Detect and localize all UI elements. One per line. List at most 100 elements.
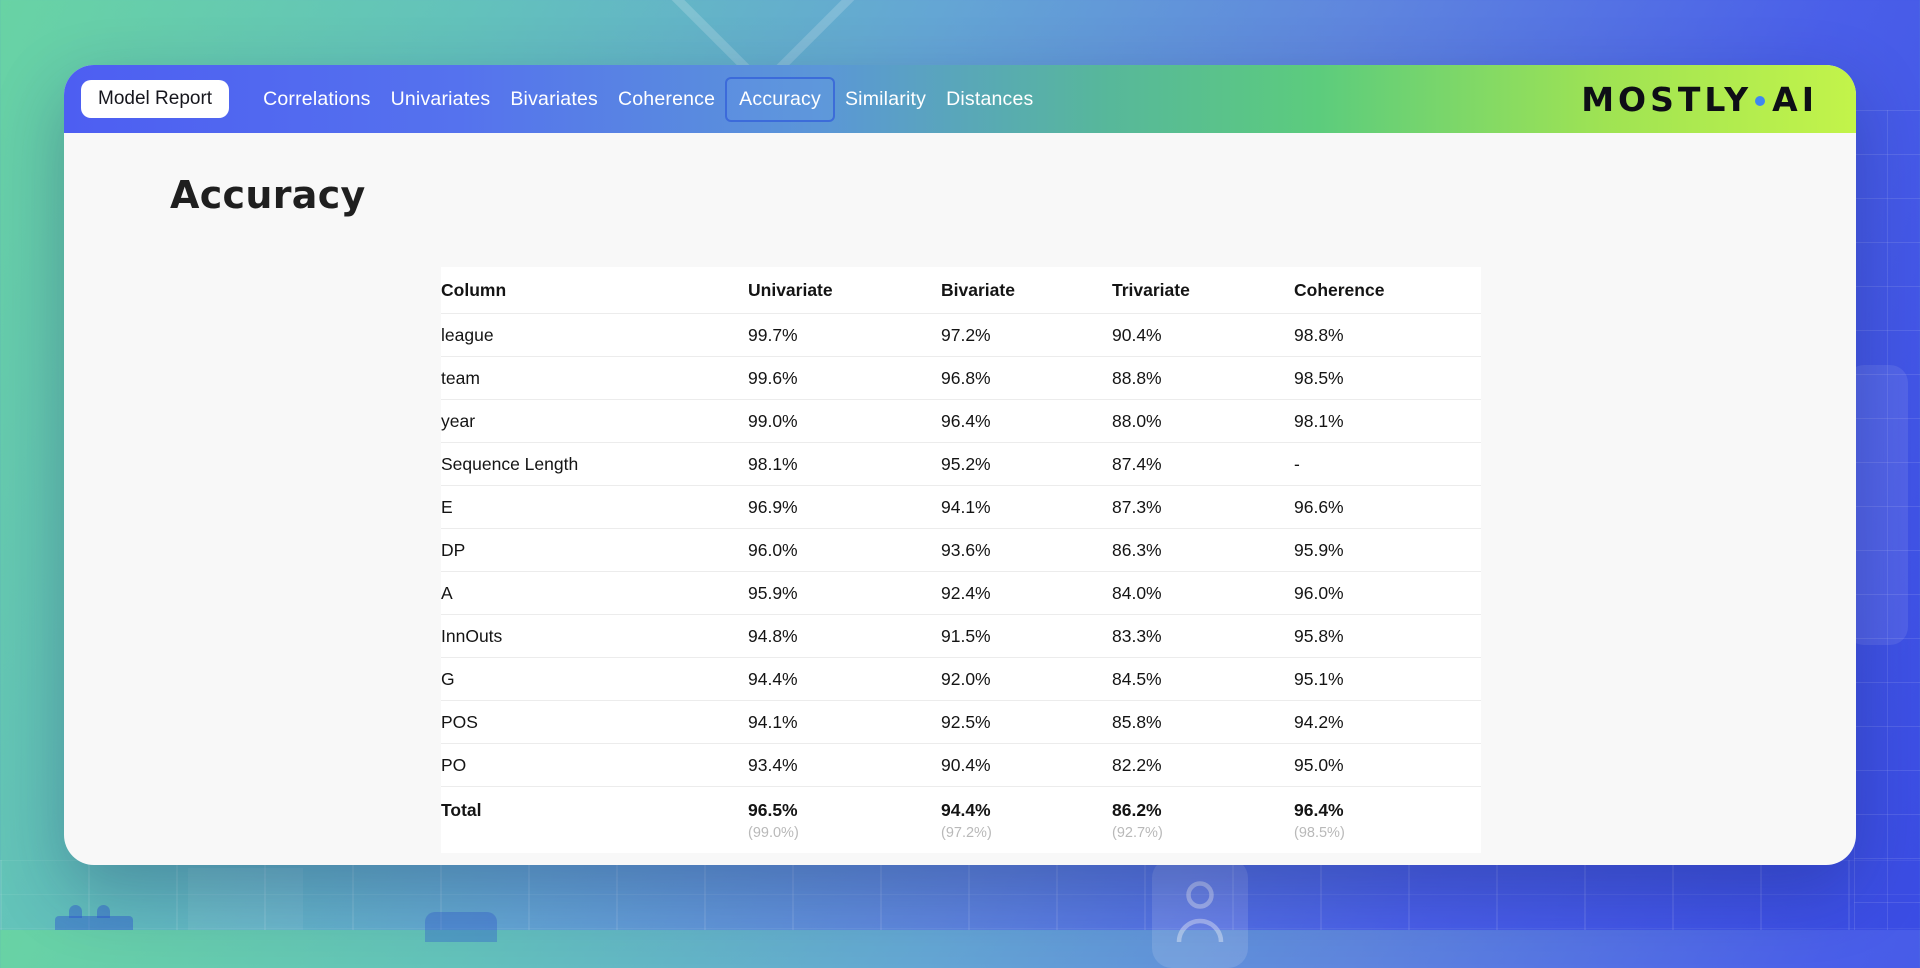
cell-coherence: 95.1% [1294,657,1481,701]
cell-univariate: 99.0% [748,399,941,443]
nav-tab-coherence[interactable]: Coherence [617,87,716,110]
table-row-total: Total 96.5% (99.0%) 94.4% (97.2%) 86.2% … [441,786,1481,853]
report-card: Model Report Correlations Univariates Bi… [64,65,1856,865]
total-label: Total [441,800,482,820]
table-row-a: A 95.9% 92.4% 84.0% 96.0% [441,571,1481,615]
total-univariate: 96.5% [748,800,798,820]
cell-univariate: 93.4% [748,743,941,787]
cell-univariate: 96.9% [748,485,941,529]
cell-bivariate: 95.2% [941,442,1112,486]
cell-trivariate: 86.3% [1112,528,1294,572]
total-trivariate: 86.2% [1112,800,1162,820]
mostly-ai-logo: MOSTLY AI [1581,80,1818,119]
cell-trivariate: 82.2% [1112,743,1294,787]
cell-coherence: 98.8% [1294,313,1481,357]
cell-univariate: 94.4% [748,657,941,701]
accuracy-table-container: Column Univariate Bivariate Trivariate C… [441,267,1481,853]
cell-trivariate: 87.3% [1112,485,1294,529]
total-coherence: 96.4% [1294,800,1344,820]
cell-bivariate: 92.0% [941,657,1112,701]
cell-trivariate: 88.8% [1112,356,1294,400]
table-row-year: year 99.0% 96.4% 88.0% 98.1% [441,399,1481,443]
report-header: Model Report Correlations Univariates Bi… [64,65,1856,133]
cell-column-name: year [441,399,748,443]
user-icon [1173,878,1227,949]
total-label-cell: Total [441,786,748,853]
cell-bivariate: 90.4% [941,743,1112,787]
cell-coherence: 96.0% [1294,571,1481,615]
cell-coherence: 98.5% [1294,356,1481,400]
total-coherence-cell: 96.4% (98.5%) [1294,786,1481,853]
report-nav: Correlations Univariates Bivariates Cohe… [253,76,1043,122]
grid-pattern-bottom [0,860,1920,930]
cell-bivariate: 97.2% [941,313,1112,357]
grid-pattern-right [1854,110,1920,930]
table-row-g: G 94.4% 92.0% 84.5% 95.1% [441,657,1481,701]
nav-tab-similarity[interactable]: Similarity [844,87,927,110]
total-trivariate-original: (92.7%) [1112,825,1163,841]
col-header-trivariate: Trivariate [1112,280,1190,300]
table-row-po: PO 93.4% 90.4% 82.2% 95.0% [441,743,1481,787]
nav-tab-distances[interactable]: Distances [946,87,1034,110]
page-background: { "header": { "badge": "Model Report", "… [0,0,1920,942]
light-column-decoration [188,868,303,930]
table-row-team: team 99.6% 96.8% 88.8% 98.5% [441,356,1481,400]
user-icon-tile [1152,858,1248,968]
model-report-badge[interactable]: Model Report [81,80,230,118]
cell-bivariate: 91.5% [941,614,1112,658]
logo-dot-icon [1755,96,1766,106]
cell-column-name: G [441,657,748,701]
col-header-column: Column [441,280,507,300]
nav-tab-accuracy[interactable]: Accuracy [725,76,835,122]
total-bivariate-original: (97.2%) [941,825,992,841]
cell-trivariate: 88.0% [1112,399,1294,443]
cell-column-name: A [441,571,748,615]
table-row-pos: POS 94.1% 92.5% 85.8% 94.2% [441,700,1481,744]
logo-text-primary: MOSTLY [1581,79,1753,119]
cell-univariate: 96.0% [748,528,941,572]
cell-bivariate: 92.4% [941,571,1112,615]
nav-tab-bivariates[interactable]: Bivariates [510,87,598,110]
cell-univariate: 99.6% [748,356,941,400]
col-header-bivariate: Bivariate [941,280,1015,300]
nav-tab-correlations[interactable]: Correlations [263,87,371,110]
logo-text-secondary: AI [1772,79,1818,119]
cell-coherence: 94.2% [1294,700,1481,744]
cell-column-name: league [441,313,748,357]
table-row-dp: DP 96.0% 93.6% 86.3% 95.9% [441,528,1481,572]
col-header-univariate: Univariate [748,280,833,300]
total-univariate-original: (99.0%) [748,825,799,841]
table-header-row: Column Univariate Bivariate Trivariate C… [441,267,1481,314]
cell-univariate: 94.8% [748,614,941,658]
cell-trivariate: 85.8% [1112,700,1294,744]
total-bivariate: 94.4% [941,800,991,820]
cell-univariate: 98.1% [748,442,941,486]
table-row-sequence-length: Sequence Length 98.1% 95.2% 87.4% - [441,442,1481,486]
cell-bivariate: 92.5% [941,700,1112,744]
table-row-innouts: InnOuts 94.8% 91.5% 83.3% 95.8% [441,614,1481,658]
blob-decoration [425,912,497,942]
nav-tab-univariates[interactable]: Univariates [390,87,491,110]
cell-trivariate: 90.4% [1112,313,1294,357]
silhouette-decoration [55,902,133,930]
cell-column-name: POS [441,700,748,744]
cell-coherence: 95.9% [1294,528,1481,572]
cell-column-name: E [441,485,748,529]
total-univariate-cell: 96.5% (99.0%) [748,786,941,853]
cell-univariate: 94.1% [748,700,941,744]
cell-bivariate: 96.4% [941,399,1112,443]
cell-trivariate: 87.4% [1112,442,1294,486]
cell-univariate: 99.7% [748,313,941,357]
cell-coherence: 95.0% [1294,743,1481,787]
accuracy-table: Column Univariate Bivariate Trivariate C… [441,267,1481,853]
cell-bivariate: 96.8% [941,356,1112,400]
total-bivariate-cell: 94.4% (97.2%) [941,786,1112,853]
col-header-coherence: Coherence [1294,280,1385,300]
cell-coherence: 95.8% [1294,614,1481,658]
cell-univariate: 95.9% [748,571,941,615]
cell-bivariate: 93.6% [941,528,1112,572]
cell-column-name: DP [441,528,748,572]
total-coherence-original: (98.5%) [1294,825,1345,841]
cell-trivariate: 84.5% [1112,657,1294,701]
cell-coherence: - [1294,442,1481,486]
